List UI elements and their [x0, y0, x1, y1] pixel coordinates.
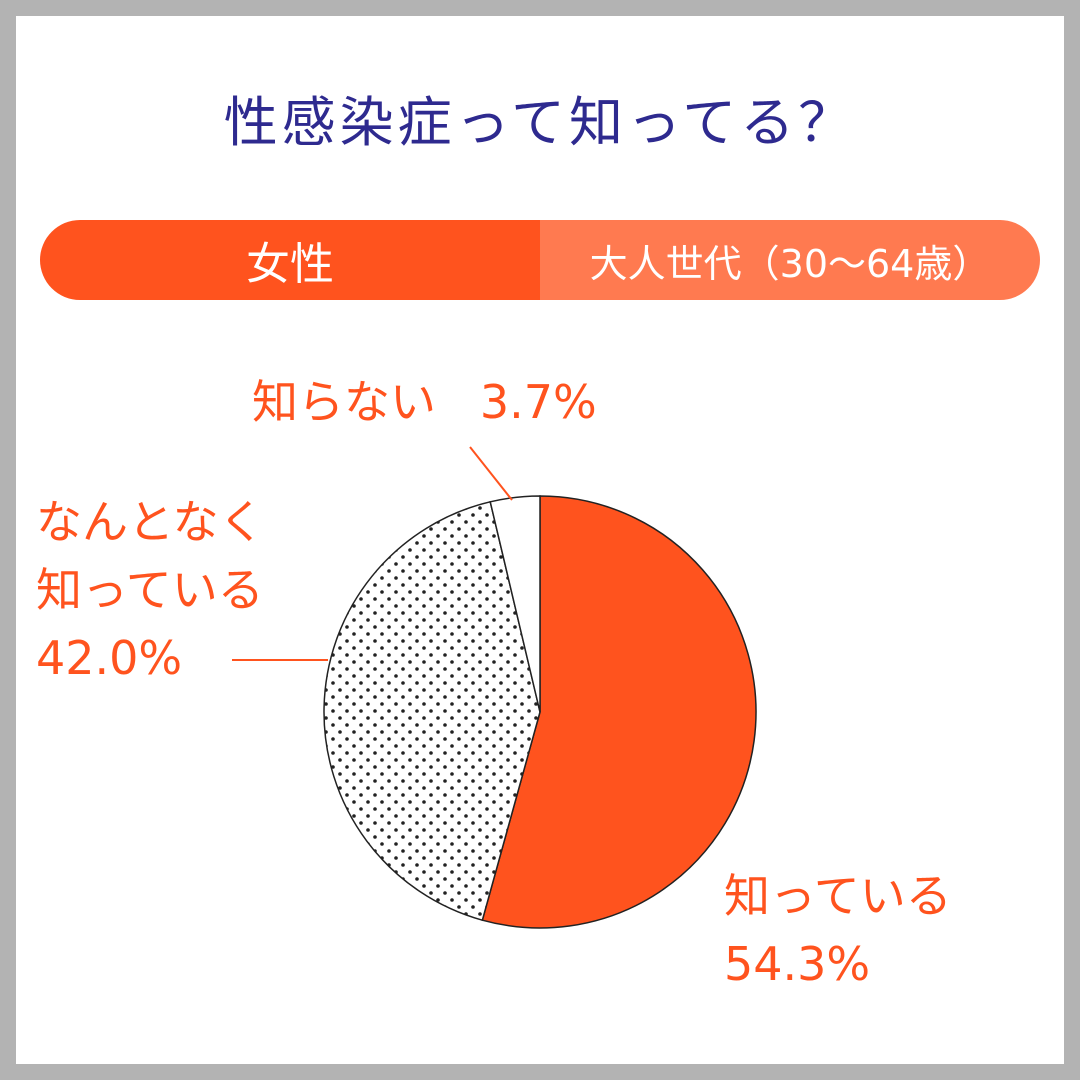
- slice-label-vaguely-value: 42.0%: [36, 631, 183, 685]
- slice-label-knows: 知っている 54.3%: [724, 862, 952, 998]
- chart-title: 性感染症って知ってる？: [223, 91, 857, 154]
- slice-unknown: [489, 495, 541, 713]
- leader-line-unknown: [469, 446, 513, 501]
- slice-label-unknown-text: 知らない 3.7%: [252, 375, 597, 429]
- slice-label-vaguely: なんとなく 知っている 42.0%: [36, 488, 265, 692]
- slice-vaguely: [323, 500, 541, 922]
- slice-label-vaguely-line1: なんとなく: [36, 495, 265, 549]
- slice-knows: [481, 495, 757, 929]
- slice-label-knows-value: 54.3%: [724, 937, 871, 991]
- slice-label-unknown: 知らない 3.7%: [252, 368, 597, 436]
- segment-gender: 女性: [40, 220, 540, 300]
- slice-label-vaguely-line2: 知っている: [36, 563, 264, 617]
- segment-bar: 女性 大人世代（30～64歳）: [40, 220, 1040, 300]
- slice-label-knows-line1: 知っている: [724, 869, 952, 923]
- segment-age-group: 大人世代（30～64歳）: [540, 220, 1040, 300]
